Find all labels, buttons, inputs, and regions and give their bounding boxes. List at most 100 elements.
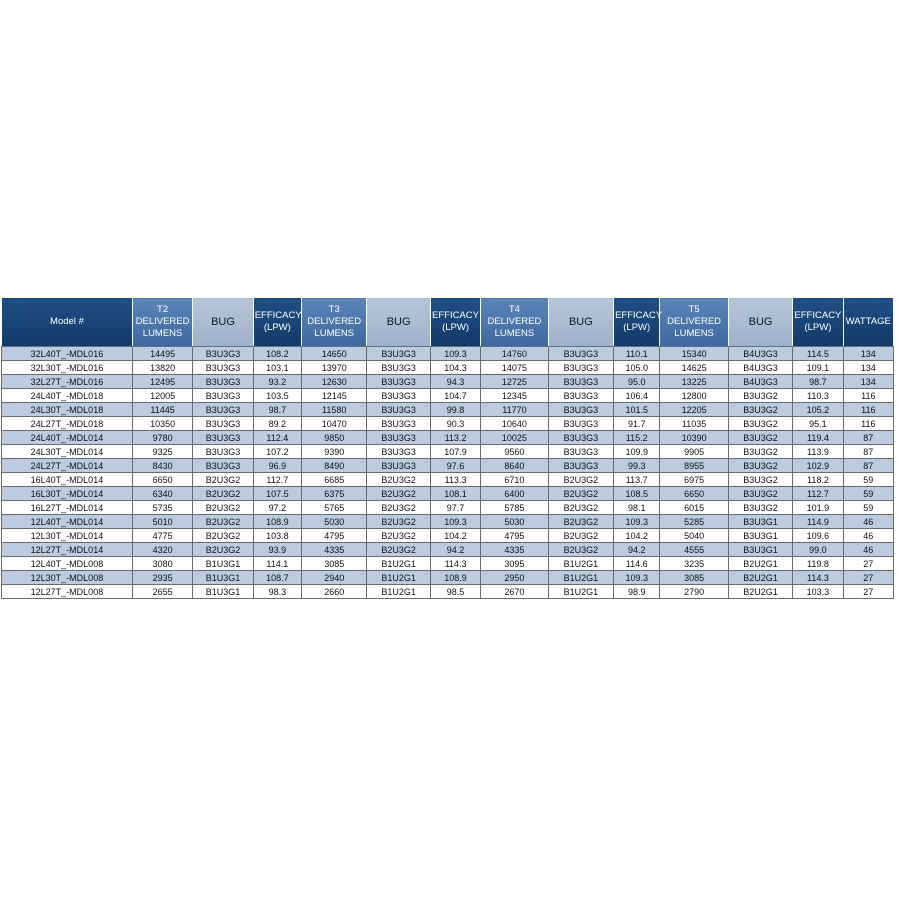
cell-t2-lumens: 5010 — [131, 514, 194, 529]
cell-t4-efficacy: 110.1 — [613, 346, 661, 361]
cell-t2-bug: B1U3G1 — [192, 584, 254, 599]
cell-t3-bug: B2U3G2 — [366, 542, 431, 557]
cell-wattage: 87 — [842, 458, 895, 473]
cell-t2-lumens: 12495 — [131, 374, 194, 389]
cell-t5-lumens: 8955 — [659, 458, 729, 473]
cell-model: 24L40T_-MDL018 — [1, 388, 133, 403]
cell-t4-efficacy: 104.2 — [613, 528, 661, 543]
cell-t5-bug: B3U3G2 — [727, 430, 794, 445]
cell-t4-bug: B3U3G3 — [547, 458, 615, 473]
cell-t4-lumens: 5030 — [480, 514, 549, 529]
cell-t3-lumens: 6375 — [300, 486, 368, 501]
cell-t5-efficacy: 114.9 — [792, 514, 844, 529]
cell-t2-lumens: 6650 — [131, 472, 194, 487]
cell-t2-bug: B2U3G2 — [192, 472, 254, 487]
cell-t2-bug: B3U3G3 — [192, 402, 254, 417]
table-row: 16L27T_-MDL014 5735 B2U3G2 97.2 5765 B2U3G2 97… — [1, 500, 895, 515]
cell-model: 32L30T_-MDL016 — [1, 360, 133, 375]
cell-t2-lumens: 12005 — [131, 388, 194, 403]
cell-t2-lumens: 4775 — [131, 528, 194, 543]
cell-t4-efficacy: 98.1 — [613, 500, 661, 515]
table-row: 12L27T_-MDL008 2655 B1U3G1 98.3 2660 B1U2G1 98… — [1, 584, 895, 599]
cell-wattage: 87 — [842, 444, 895, 459]
cell-t5-bug: B3U3G1 — [727, 528, 794, 543]
cell-t3-bug: B1U2G1 — [366, 556, 431, 571]
cell-wattage: 46 — [842, 514, 895, 529]
cell-t4-efficacy: 95.0 — [613, 374, 661, 389]
table-row: 12L30T_-MDL014 4775 B2U3G2 103.8 4795 B2U3G2 1… — [1, 528, 895, 543]
cell-t4-bug: B2U3G2 — [547, 500, 615, 515]
cell-t5-lumens: 6015 — [659, 500, 729, 515]
cell-wattage: 46 — [842, 542, 895, 557]
cell-model: 16L40T_-MDL014 — [1, 472, 133, 487]
cell-t2-bug: B3U3G3 — [192, 346, 254, 361]
cell-t2-bug: B3U3G3 — [192, 374, 254, 389]
cell-t4-lumens: 6710 — [480, 472, 549, 487]
table-row: 24L27T_-MDL014 8430 B3U3G3 96.9 8490 B3U3G3 97… — [1, 458, 895, 473]
cell-t5-lumens: 5285 — [659, 514, 729, 529]
cell-t3-lumens: 14650 — [300, 346, 368, 361]
cell-t2-lumens: 5735 — [131, 500, 194, 515]
cell-t4-lumens: 10025 — [480, 430, 549, 445]
cell-t4-bug: B2U3G2 — [547, 542, 615, 557]
cell-model: 12L27T_-MDL014 — [1, 542, 133, 557]
cell-model: 16L27T_-MDL014 — [1, 500, 133, 515]
cell-t4-efficacy: 113.7 — [613, 472, 661, 487]
cell-t5-efficacy: 110.3 — [792, 388, 844, 403]
cell-t5-efficacy: 95.1 — [792, 416, 844, 431]
cell-t3-bug: B2U3G2 — [366, 472, 431, 487]
cell-t3-lumens: 10470 — [300, 416, 368, 431]
cell-t5-bug: B3U3G2 — [727, 402, 794, 417]
cell-model: 12L27T_-MDL008 — [1, 584, 133, 599]
cell-t4-lumens: 5785 — [480, 500, 549, 515]
header-t4-efficacy: EFFICACY (LPW) — [613, 297, 662, 347]
cell-t2-bug: B2U3G2 — [192, 514, 254, 529]
table-row: 32L40T_-MDL016 14495 B3U3G3 108.2 14650 B3U3G… — [1, 346, 895, 361]
cell-t2-lumens: 2935 — [131, 570, 194, 585]
cell-t3-bug: B3U3G3 — [366, 388, 431, 403]
cell-t3-efficacy: 108.9 — [429, 570, 482, 585]
cell-t5-bug: B2U2G1 — [727, 556, 794, 571]
cell-t4-bug: B1U2G1 — [547, 556, 615, 571]
cell-t4-bug: B3U3G3 — [547, 360, 615, 375]
cell-t4-bug: B1U2G1 — [547, 570, 615, 585]
cell-t5-lumens: 3085 — [659, 570, 729, 585]
cell-t3-efficacy: 114.3 — [429, 556, 482, 571]
cell-t3-efficacy: 109.3 — [429, 514, 482, 529]
cell-t3-bug: B3U3G3 — [366, 458, 431, 473]
cell-t4-lumens: 9560 — [480, 444, 549, 459]
cell-t4-bug: B3U3G3 — [547, 346, 615, 361]
cell-t4-lumens: 6400 — [480, 486, 549, 501]
cell-t5-lumens: 13225 — [659, 374, 729, 389]
cell-t4-lumens: 12725 — [480, 374, 549, 389]
cell-t2-bug: B1U3G1 — [192, 570, 254, 585]
cell-t2-bug: B2U3G2 — [192, 500, 254, 515]
cell-t4-bug: B3U3G3 — [547, 416, 615, 431]
cell-t3-efficacy: 94.3 — [429, 374, 482, 389]
cell-t5-bug: B2U2G1 — [727, 584, 794, 599]
table-row: 24L27T_-MDL018 10350 B3U3G3 89.2 10470 B3U3G3… — [1, 416, 895, 431]
cell-t5-lumens: 14625 — [659, 360, 729, 375]
cell-t5-bug: B3U3G2 — [727, 472, 794, 487]
cell-t2-lumens: 3080 — [131, 556, 194, 571]
cell-t2-lumens: 6340 — [131, 486, 194, 501]
cell-t4-bug: B2U3G2 — [547, 528, 615, 543]
cell-model: 16L30T_-MDL014 — [1, 486, 133, 501]
cell-t2-efficacy: 112.7 — [252, 472, 303, 487]
cell-t4-bug: B3U3G3 — [547, 402, 615, 417]
cell-t5-lumens: 12800 — [659, 388, 729, 403]
cell-t5-efficacy: 103.3 — [792, 584, 844, 599]
cell-t5-efficacy: 113.9 — [792, 444, 844, 459]
cell-t3-lumens: 9850 — [300, 430, 368, 445]
table-row: 24L40T_-MDL018 12005 B3U3G3 103.5 12145 B3U3G… — [1, 388, 895, 403]
cell-t2-lumens: 2655 — [131, 584, 194, 599]
cell-t5-lumens: 6650 — [659, 486, 729, 501]
cell-t2-efficacy: 96.9 — [252, 458, 303, 473]
cell-model: 24L27T_-MDL014 — [1, 458, 133, 473]
cell-t3-lumens: 2660 — [300, 584, 368, 599]
cell-wattage: 59 — [842, 500, 895, 515]
table-row: 32L27T_-MDL016 12495 B3U3G3 93.2 12630 B3U3G3… — [1, 374, 895, 389]
cell-t2-bug: B2U3G2 — [192, 542, 254, 557]
cell-t2-efficacy: 107.2 — [252, 444, 303, 459]
cell-t4-efficacy: 109.3 — [613, 514, 661, 529]
